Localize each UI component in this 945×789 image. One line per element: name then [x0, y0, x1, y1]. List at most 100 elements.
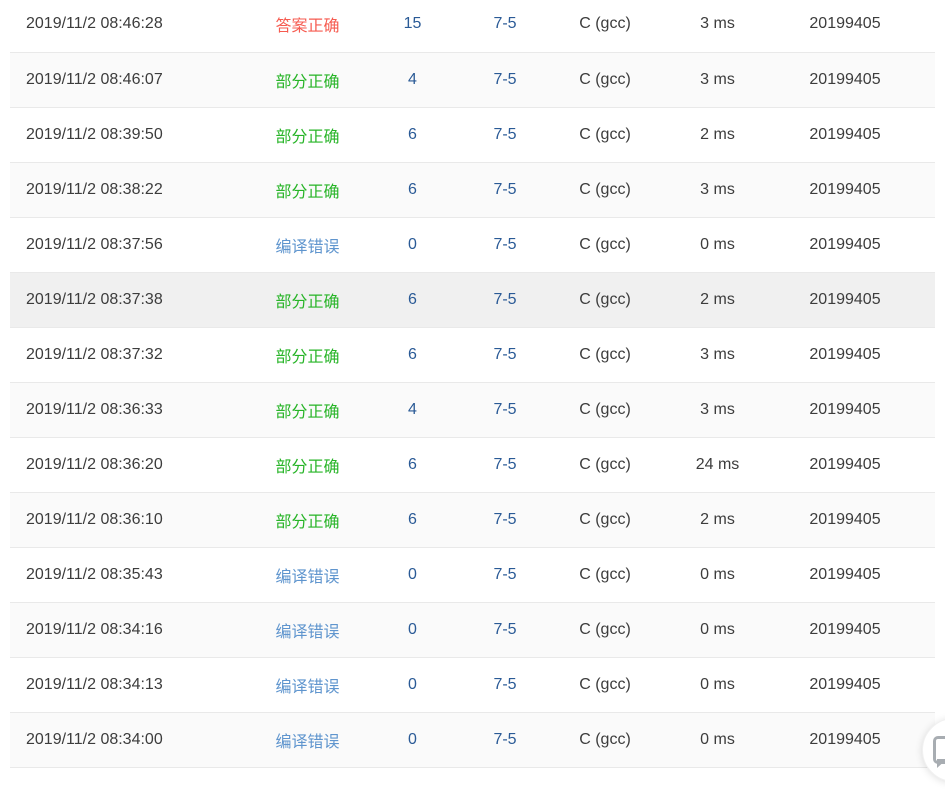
user-id: 20199405	[775, 547, 915, 603]
row-padding	[915, 52, 935, 108]
row-padding	[915, 107, 935, 163]
submissions-table-wrap: 2019/11/2 08:46:28 答案正确 15 7-5 C (gcc) 3…	[10, 0, 935, 768]
problem-link[interactable]: 7-5	[493, 290, 517, 308]
row-padding	[915, 272, 935, 328]
score-link[interactable]: 6	[408, 455, 417, 473]
runtime-label: 2 ms	[660, 107, 775, 163]
row-padding	[915, 437, 935, 493]
user-id: 20199405	[775, 327, 915, 383]
score-link[interactable]: 4	[408, 70, 417, 88]
submission-row: 2019/11/2 08:37:32 部分正确 6 7-5 C (gcc) 3 …	[10, 327, 935, 383]
submission-row: 2019/11/2 08:46:07 部分正确 4 7-5 C (gcc) 3 …	[10, 52, 935, 108]
status-link[interactable]: 部分正确	[275, 458, 340, 476]
status-link[interactable]: 编译错误	[275, 733, 340, 751]
score-link[interactable]: 6	[408, 345, 417, 363]
row-padding	[915, 162, 935, 218]
runtime-label: 2 ms	[660, 492, 775, 548]
user-id: 20199405	[775, 657, 915, 713]
problem-link[interactable]: 7-5	[493, 180, 517, 198]
submission-time: 2019/11/2 08:46:07	[10, 52, 250, 108]
status-link[interactable]: 部分正确	[275, 513, 340, 531]
submission-time: 2019/11/2 08:34:00	[10, 712, 250, 768]
status-link[interactable]: 部分正确	[275, 73, 340, 91]
submission-row: 2019/11/2 08:37:38 部分正确 6 7-5 C (gcc) 2 …	[10, 272, 935, 328]
problem-link[interactable]: 7-5	[493, 455, 517, 473]
row-padding	[915, 382, 935, 438]
status-link[interactable]: 部分正确	[275, 348, 340, 366]
submission-time: 2019/11/2 08:36:10	[10, 492, 250, 548]
compiler-label: C (gcc)	[550, 272, 660, 328]
status-link[interactable]: 答案正确	[275, 18, 340, 36]
runtime-label: 24 ms	[660, 437, 775, 493]
score-link[interactable]: 6	[408, 290, 417, 308]
score-link[interactable]: 0	[408, 730, 417, 748]
problem-link[interactable]: 7-5	[493, 565, 517, 583]
runtime-label: 3 ms	[660, 162, 775, 218]
score-link[interactable]: 0	[408, 565, 417, 583]
problem-link[interactable]: 7-5	[493, 675, 517, 693]
status-link[interactable]: 部分正确	[275, 293, 340, 311]
score-link[interactable]: 6	[408, 125, 417, 143]
status-link[interactable]: 编译错误	[275, 238, 340, 256]
status-link[interactable]: 编译错误	[275, 678, 340, 696]
user-id: 20199405	[775, 162, 915, 218]
submission-time: 2019/11/2 08:37:56	[10, 217, 250, 273]
runtime-label: 3 ms	[660, 0, 775, 53]
problem-link[interactable]: 7-5	[493, 125, 517, 143]
submission-time: 2019/11/2 08:35:43	[10, 547, 250, 603]
submissions-table: 2019/11/2 08:46:28 答案正确 15 7-5 C (gcc) 3…	[10, 0, 935, 768]
user-id: 20199405	[775, 382, 915, 438]
submission-time: 2019/11/2 08:37:38	[10, 272, 250, 328]
score-link[interactable]: 4	[408, 400, 417, 418]
submission-row: 2019/11/2 08:36:20 部分正确 6 7-5 C (gcc) 24…	[10, 437, 935, 493]
compiler-label: C (gcc)	[550, 547, 660, 603]
compiler-label: C (gcc)	[550, 162, 660, 218]
row-padding	[915, 492, 935, 548]
submission-time: 2019/11/2 08:34:13	[10, 657, 250, 713]
problem-link[interactable]: 7-5	[493, 15, 517, 33]
problem-link[interactable]: 7-5	[493, 345, 517, 363]
row-padding	[915, 657, 935, 713]
compiler-label: C (gcc)	[550, 0, 660, 53]
compiler-label: C (gcc)	[550, 382, 660, 438]
submission-row: 2019/11/2 08:37:56 编译错误 0 7-5 C (gcc) 0 …	[10, 217, 935, 273]
compiler-label: C (gcc)	[550, 602, 660, 658]
user-id: 20199405	[775, 437, 915, 493]
status-link[interactable]: 部分正确	[275, 183, 340, 201]
submission-row: 2019/11/2 08:39:50 部分正确 6 7-5 C (gcc) 2 …	[10, 107, 935, 163]
score-link[interactable]: 15	[403, 15, 422, 33]
problem-link[interactable]: 7-5	[493, 400, 517, 418]
status-link[interactable]: 编译错误	[275, 623, 340, 641]
row-padding	[915, 547, 935, 603]
runtime-label: 0 ms	[660, 547, 775, 603]
submission-time: 2019/11/2 08:37:32	[10, 327, 250, 383]
compiler-label: C (gcc)	[550, 492, 660, 548]
problem-link[interactable]: 7-5	[493, 510, 517, 528]
problem-link[interactable]: 7-5	[493, 620, 517, 638]
score-link[interactable]: 0	[408, 675, 417, 693]
user-id: 20199405	[775, 712, 915, 768]
user-id: 20199405	[775, 492, 915, 548]
status-link[interactable]: 编译错误	[275, 568, 340, 586]
problem-link[interactable]: 7-5	[493, 730, 517, 748]
submission-row: 2019/11/2 08:36:10 部分正确 6 7-5 C (gcc) 2 …	[10, 492, 935, 548]
runtime-label: 0 ms	[660, 657, 775, 713]
user-id: 20199405	[775, 52, 915, 108]
score-link[interactable]: 0	[408, 235, 417, 253]
compiler-label: C (gcc)	[550, 327, 660, 383]
feedback-button[interactable]	[922, 718, 945, 782]
user-id: 20199405	[775, 602, 915, 658]
user-id: 20199405	[775, 0, 915, 53]
submission-time: 2019/11/2 08:36:20	[10, 437, 250, 493]
problem-link[interactable]: 7-5	[493, 235, 517, 253]
submission-row: 2019/11/2 08:34:13 编译错误 0 7-5 C (gcc) 0 …	[10, 657, 935, 713]
compiler-label: C (gcc)	[550, 52, 660, 108]
row-padding	[915, 602, 935, 658]
problem-link[interactable]: 7-5	[493, 70, 517, 88]
user-id: 20199405	[775, 272, 915, 328]
score-link[interactable]: 0	[408, 620, 417, 638]
status-link[interactable]: 部分正确	[275, 128, 340, 146]
score-link[interactable]: 6	[408, 510, 417, 528]
score-link[interactable]: 6	[408, 180, 417, 198]
status-link[interactable]: 部分正确	[275, 403, 340, 421]
